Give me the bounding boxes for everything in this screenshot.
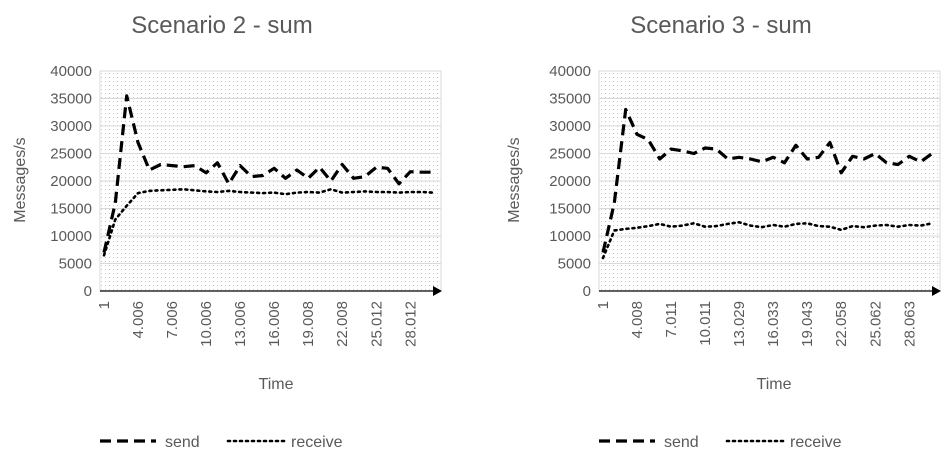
chart-title: Scenario 2 - sum [131, 12, 312, 39]
x-axis-arrow [433, 286, 442, 296]
y-tick-label: 5000 [558, 256, 591, 273]
y-tick-label: 0 [583, 283, 591, 300]
y-tick-label: 35000 [50, 91, 92, 108]
y-tick-label: 10000 [549, 228, 591, 245]
y-tick-label: 15000 [549, 201, 591, 218]
series-line-receive [102, 188, 435, 257]
y-tick-label: 5000 [59, 256, 92, 273]
x-axis-label: Time [259, 376, 294, 393]
x-tick-label: 22.058 [833, 301, 850, 347]
x-tick-label: 22.008 [334, 301, 351, 347]
x-tick-label: 28.012 [402, 301, 419, 347]
y-tick-label: 20000 [50, 173, 92, 190]
legend-label-receive: receive [291, 434, 343, 450]
y-tick-label: 40000 [50, 63, 92, 80]
y-tick-label: 30000 [549, 118, 591, 135]
legend-label-receive: receive [790, 434, 842, 450]
y-tick-label: 0 [84, 283, 92, 300]
x-tick-label: 19.008 [300, 301, 317, 347]
y-tick-label: 30000 [50, 118, 92, 135]
x-tick-label: 25.012 [368, 301, 385, 347]
x-tick-label: 25.062 [867, 301, 884, 347]
y-tick-label: 10000 [50, 228, 92, 245]
x-axis-arrow [932, 286, 941, 296]
x-tick-label: 16.033 [765, 301, 782, 347]
y-tick-label: 35000 [549, 91, 591, 108]
y-tick-label: 25000 [549, 146, 591, 163]
legend-label-send: send [664, 434, 699, 450]
x-tick-label: 1 [595, 301, 612, 309]
x-tick-label: 7.011 [663, 301, 680, 337]
x-axis-label: Time [757, 376, 792, 393]
y-axis-label: Messages/s [12, 137, 29, 222]
x-tick-label: 28.063 [901, 301, 918, 347]
x-tick-label: 13.029 [731, 301, 748, 347]
y-tick-label: 15000 [50, 201, 92, 218]
y-tick-label: 20000 [549, 173, 591, 190]
x-tick-label: 10.006 [198, 301, 215, 347]
x-tick-label: 10.011 [697, 301, 714, 346]
legend-label-send: send [165, 434, 200, 450]
x-tick-label: 1 [96, 301, 113, 309]
chart-title: Scenario 3 - sum [630, 12, 811, 39]
x-tick-label: 16.006 [266, 301, 283, 347]
x-tick-label: 19.043 [799, 301, 816, 347]
x-tick-label: 4.006 [130, 301, 147, 339]
x-tick-label: 7.006 [164, 301, 181, 339]
y-tick-label: 40000 [549, 63, 591, 80]
x-tick-label: 4.008 [629, 301, 646, 339]
series-line-send [601, 107, 933, 253]
y-tick-label: 25000 [50, 146, 92, 163]
series-line-receive [601, 221, 934, 260]
y-axis-label: Messages/s [506, 137, 523, 222]
x-tick-label: 13.006 [232, 301, 249, 347]
series-line-send [102, 94, 433, 253]
